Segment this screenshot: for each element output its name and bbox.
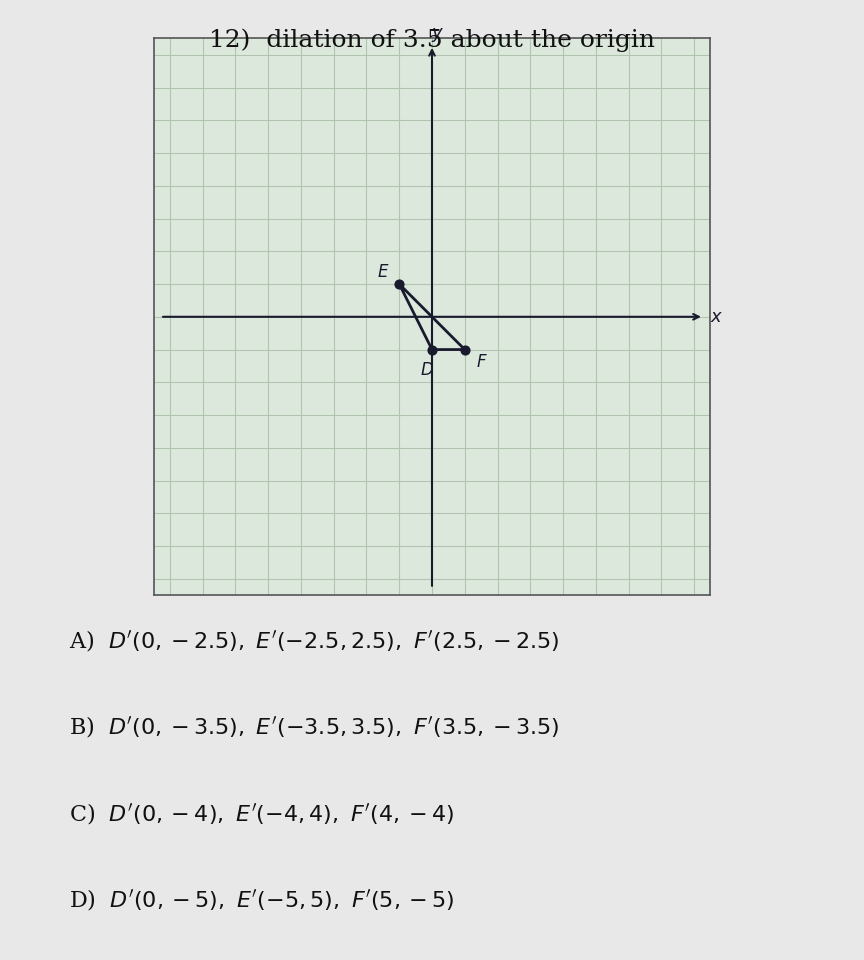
Text: F: F <box>476 353 486 371</box>
Point <box>425 342 439 357</box>
Text: A)  $D'(0, -2.5),\ E'(-2.5, 2.5),\ F'(2.5, -2.5)$: A) $D'(0, -2.5),\ E'(-2.5, 2.5),\ F'(2.5… <box>69 628 559 653</box>
Text: C)  $D'(0, -4),\ E'(-4, 4),\ F'(4, -4)$: C) $D'(0, -4),\ E'(-4, 4),\ F'(4, -4)$ <box>69 801 454 826</box>
Text: B)  $D'(0, -3.5),\ E'(-3.5, 3.5),\ F'(3.5, -3.5)$: B) $D'(0, -3.5),\ E'(-3.5, 3.5),\ F'(3.5… <box>69 714 560 739</box>
Text: D: D <box>421 361 434 379</box>
Point <box>392 276 406 292</box>
Point <box>458 342 472 357</box>
Text: y: y <box>432 24 442 41</box>
Text: E: E <box>378 263 388 280</box>
Text: D)  $D'(0, -5),\ E'(-5, 5),\ F'(5, -5)$: D) $D'(0, -5),\ E'(-5, 5),\ F'(5, -5)$ <box>69 887 454 912</box>
Text: 12)  dilation of 3.5 about the origin: 12) dilation of 3.5 about the origin <box>209 29 655 53</box>
Text: x: x <box>710 308 721 325</box>
